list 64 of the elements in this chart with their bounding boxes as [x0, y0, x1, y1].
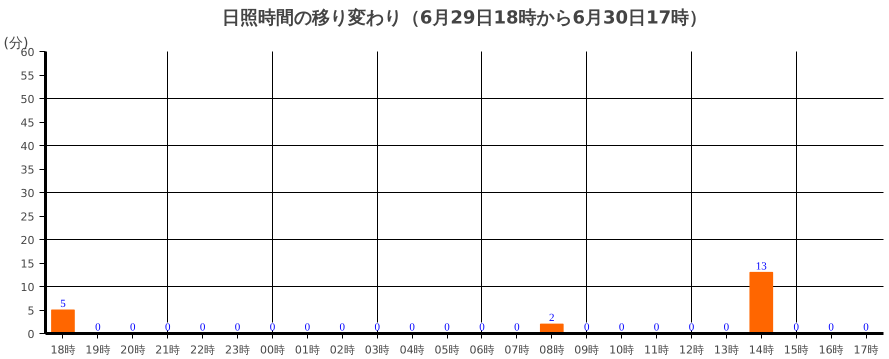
- x-tick-label: 12時: [678, 344, 704, 356]
- x-tick-label: 02時: [330, 344, 355, 356]
- data-label: 0: [618, 322, 625, 334]
- data-label: 0: [863, 322, 870, 334]
- y-tick-label: 10: [20, 281, 35, 294]
- x-tick-label: 13時: [714, 344, 739, 356]
- x-tick-label: 05時: [434, 344, 460, 356]
- y-tick-label: 0: [28, 328, 34, 341]
- x-tick-label: 11時: [644, 344, 670, 356]
- y-tick-label: 35: [20, 164, 35, 176]
- data-label: 0: [304, 322, 311, 334]
- y-tick-label: 60: [20, 46, 35, 59]
- y-tick-label: 25: [20, 210, 35, 224]
- data-label: 0: [654, 322, 660, 334]
- bar: [51, 310, 75, 334]
- data-label: 0: [479, 322, 486, 334]
- data-label: 0: [793, 322, 800, 334]
- data-label: 0: [514, 322, 520, 334]
- x-tick-label: 00時: [260, 344, 285, 356]
- x-tick-label: 19時: [85, 344, 110, 356]
- data-label: 0: [164, 322, 171, 334]
- x-tick-label: 15時: [784, 344, 809, 356]
- y-tick-label: 5: [28, 304, 34, 318]
- x-tick-label: 17時: [854, 344, 879, 356]
- x-tick-label: 07時: [504, 344, 530, 356]
- data-label: 0: [130, 322, 136, 334]
- x-tick-label: 01時: [294, 344, 320, 356]
- x-tick-label: 06時: [469, 344, 494, 356]
- data-label: 0: [444, 322, 450, 334]
- data-label: 0: [95, 322, 102, 334]
- x-tick-label: 23時: [225, 344, 250, 356]
- data-label: 0: [200, 322, 206, 334]
- y-tick-label: 20: [20, 234, 35, 247]
- x-tick-label: 09時: [574, 344, 600, 356]
- data-label: 0: [234, 322, 241, 334]
- x-tick-label: 10時: [609, 344, 634, 356]
- y-tick-label: 30: [20, 187, 35, 200]
- data-label: 13: [756, 260, 768, 272]
- x-tick-label: 21時: [155, 344, 180, 356]
- data-label: 0: [724, 322, 730, 334]
- data-label: 0: [584, 322, 590, 334]
- y-tick-label: 45: [20, 116, 35, 130]
- data-label: 2: [549, 312, 555, 324]
- y-tick-label: 15: [20, 258, 35, 270]
- data-label: 0: [270, 322, 276, 334]
- x-tick-label: 08時: [539, 344, 564, 356]
- y-tick-label: 40: [20, 140, 35, 153]
- bar: [749, 272, 774, 334]
- data-label: 0: [828, 322, 834, 334]
- x-tick-label: 04時: [400, 344, 425, 356]
- data-label: 0: [688, 322, 695, 334]
- data-label: 0: [374, 322, 380, 334]
- y-tick-label: 55: [20, 70, 35, 82]
- x-tick-label: 03時: [364, 344, 390, 356]
- data-label: 5: [60, 298, 66, 310]
- x-tick-label: 20時: [120, 344, 146, 356]
- y-tick-label: 50: [20, 93, 35, 106]
- data-label: 0: [409, 322, 416, 334]
- x-tick-label: 22時: [190, 344, 216, 356]
- x-tick-label: 16時: [818, 344, 844, 356]
- x-tick-label: 18時: [50, 344, 76, 356]
- x-tick-label: 14時: [748, 344, 774, 356]
- chart-title: 日照時間の移り変わり（6月29日18時から6月30日17時）: [222, 8, 708, 28]
- data-label: 0: [340, 322, 346, 334]
